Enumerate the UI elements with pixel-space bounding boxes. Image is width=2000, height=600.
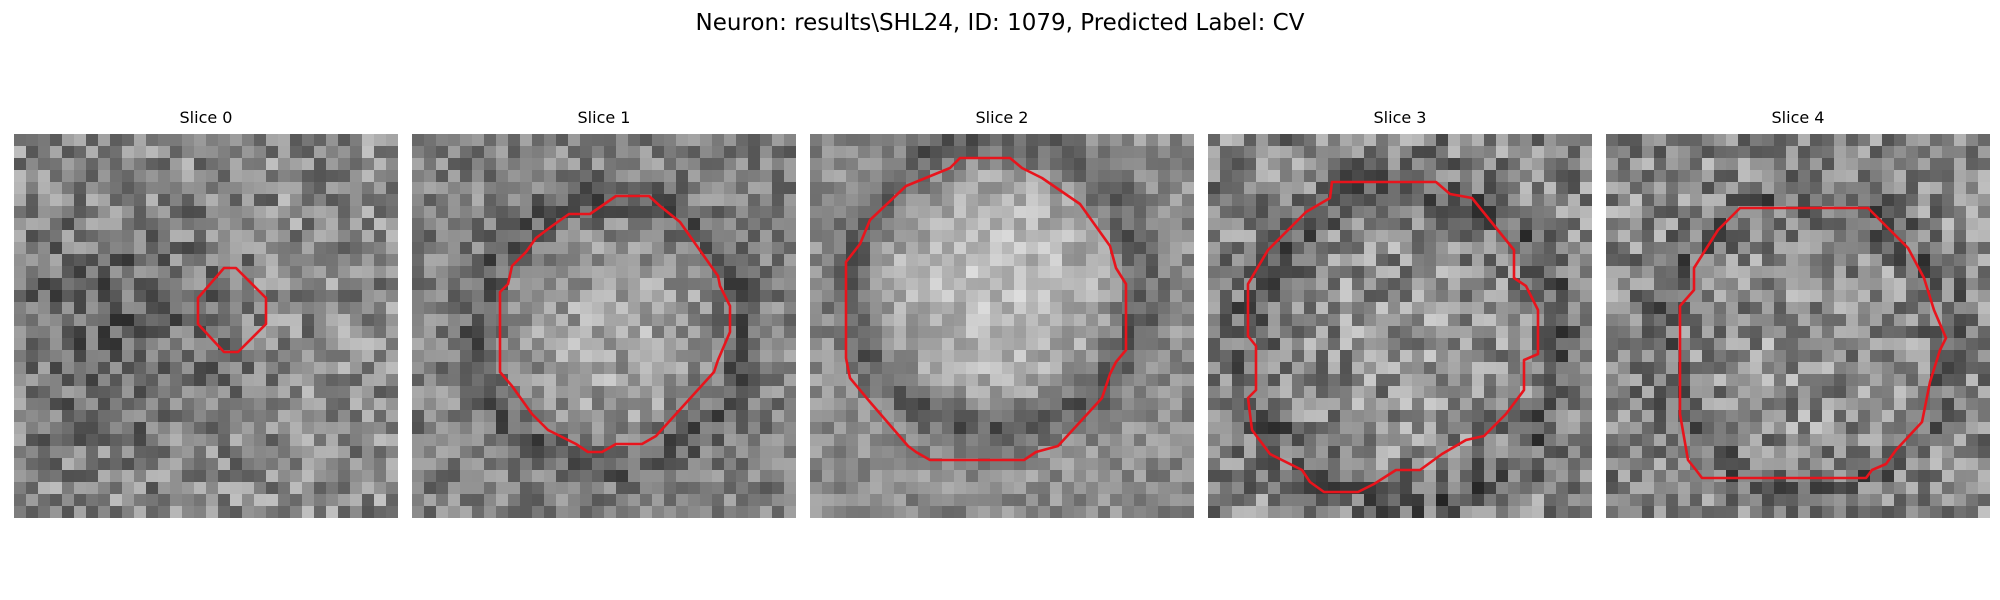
slice-contour-4 <box>1678 206 1948 480</box>
slice-title-0: Slice 0 <box>179 108 233 127</box>
slice-contour-2 <box>844 156 1128 462</box>
slice-panel-3: Slice 3 <box>1208 106 1592 518</box>
slice-title-1: Slice 1 <box>577 108 631 127</box>
slice-title-2: Slice 2 <box>975 108 1029 127</box>
slice-contour-0 <box>196 266 268 354</box>
slice-image-3 <box>1208 134 1592 518</box>
slice-canvas-3 <box>1208 134 1592 518</box>
slice-image-0 <box>14 134 398 518</box>
slice-contour-1 <box>498 194 732 454</box>
slice-pixels-4 <box>1606 134 1990 518</box>
slice-panel-2: Slice 2 <box>810 106 1194 518</box>
slice-title-3: Slice 3 <box>1373 108 1427 127</box>
slice-pixels-1 <box>412 134 796 518</box>
slice-panel-4: Slice 4 <box>1606 106 1990 518</box>
slice-title-4: Slice 4 <box>1771 108 1825 127</box>
slice-pixels-3 <box>1208 134 1592 518</box>
slice-contour-3 <box>1246 180 1540 494</box>
slice-canvas-1 <box>412 134 796 518</box>
slice-panel-0: Slice 0 <box>14 106 398 518</box>
slice-image-4 <box>1606 134 1990 518</box>
slice-canvas-4 <box>1606 134 1990 518</box>
slice-image-2 <box>810 134 1194 518</box>
slice-image-1 <box>412 134 796 518</box>
slice-panel-1: Slice 1 <box>412 106 796 518</box>
slice-canvas-0 <box>14 134 398 518</box>
slice-pixels-0 <box>14 134 398 518</box>
slice-canvas-2 <box>810 134 1194 518</box>
slice-pixels-2 <box>810 134 1194 518</box>
figure-title: Neuron: results\SHL24, ID: 1079, Predict… <box>695 10 1305 36</box>
